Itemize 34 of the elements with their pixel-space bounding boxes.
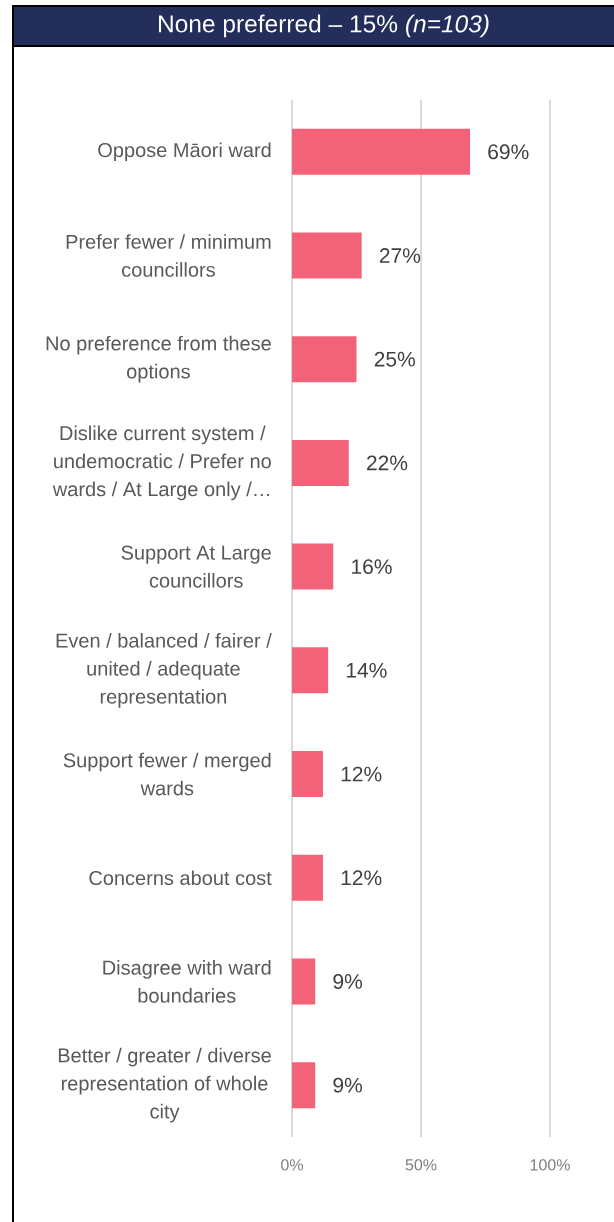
data-label: 27% — [379, 248, 421, 263]
y-tick-label: Better / greater / diverse representation of whole city — [58, 1047, 271, 1123]
y-tick-label: Support At Large councillors — [121, 545, 271, 588]
bar — [292, 958, 316, 1005]
data-label: 25% — [374, 351, 415, 367]
bar — [292, 439, 349, 486]
data-label: 9% — [333, 1077, 363, 1093]
y-tick-label: Concerns about cost — [89, 870, 272, 886]
x-tick-label: 50% — [405, 1159, 437, 1171]
data-label: 9% — [333, 974, 363, 989]
y-tick-label: Disagree with ward boundaries — [103, 960, 271, 1003]
bar — [292, 751, 323, 798]
data-label: 16% — [352, 559, 392, 575]
y-tick-label: Support fewer / merged wards — [63, 752, 271, 796]
bar — [292, 854, 323, 901]
bar — [292, 1062, 316, 1109]
y-tick-label: Prefer fewer / minimum councillors — [66, 234, 271, 277]
x-tick-label: 100% — [530, 1159, 570, 1171]
bar — [292, 647, 329, 694]
bar — [292, 232, 362, 279]
y-tick-label: Oppose Māori ward — [98, 142, 271, 162]
data-label: 22% — [367, 455, 408, 471]
bar — [292, 336, 357, 383]
y-tick-label: No preference from these options — [46, 335, 271, 383]
data-label: 12% — [341, 870, 382, 886]
data-label: 12% — [341, 766, 382, 782]
chart-title: None preferred – 15% (n=103) — [159, 14, 489, 38]
bar — [292, 543, 334, 590]
data-label: 69% — [488, 144, 529, 160]
data-label: 14% — [346, 662, 387, 678]
y-tick-label: Even / balanced / fairer / united / adequate representation — [56, 633, 272, 708]
x-tick-label: 0% — [281, 1159, 303, 1171]
y-tick-label: Dislike current system / undemocratic / Prefer no wards / At Large only /… — [52, 425, 271, 501]
bar — [292, 128, 471, 175]
